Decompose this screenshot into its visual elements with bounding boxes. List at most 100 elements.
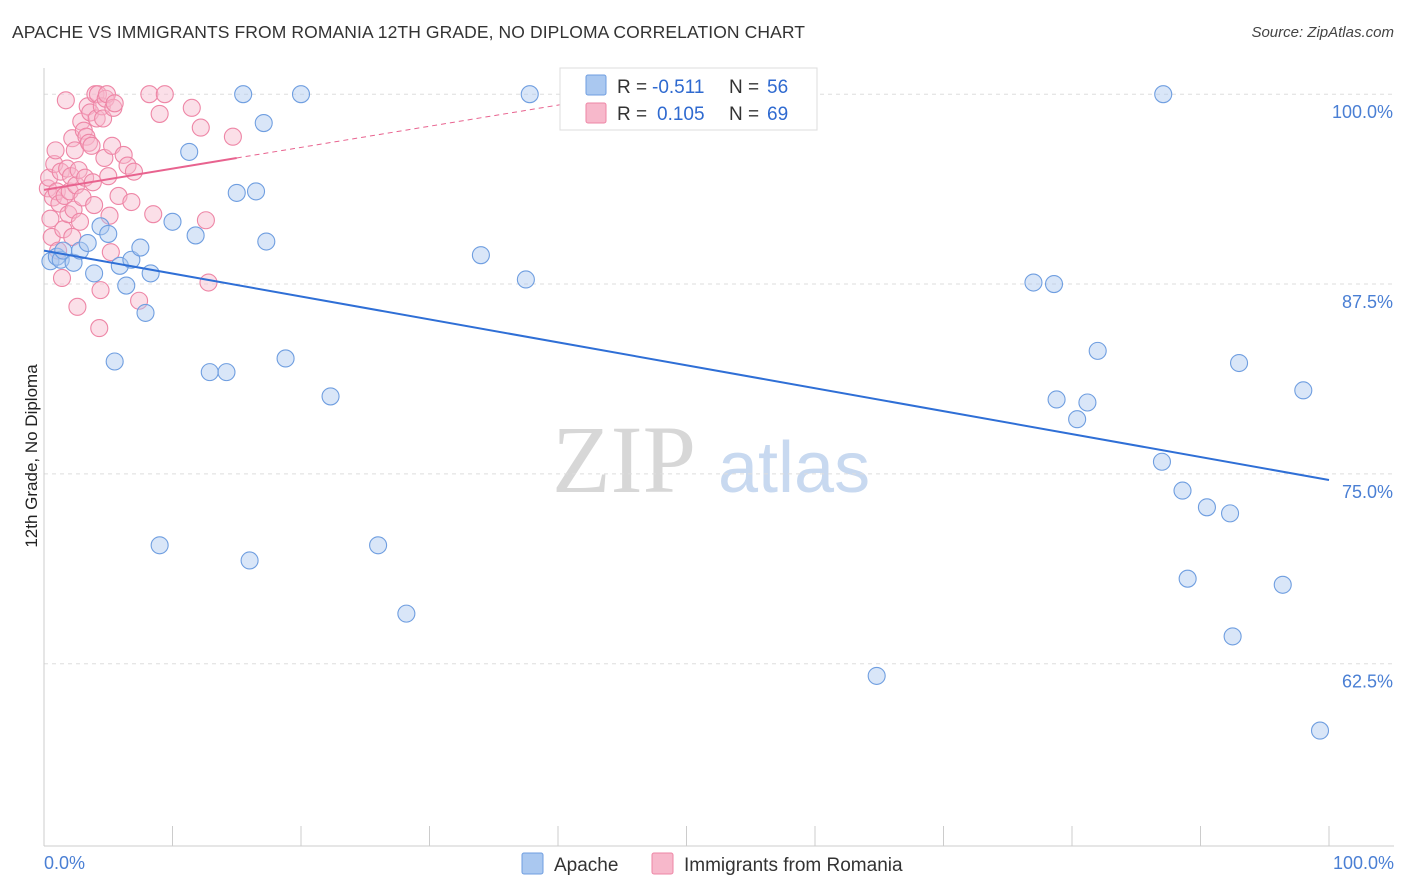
legend-box: R = -0.511 N = 56 R = 0.105 N = 69 <box>559 67 818 131</box>
y-tick-label-2: 87.5% <box>1342 292 1393 312</box>
apache-point-21 <box>200 363 219 382</box>
romania-point-24 <box>68 297 87 316</box>
legend-romania-r-label: R = <box>617 104 647 125</box>
bottom-legend-apache-label: Apache <box>554 855 618 876</box>
romania-point-22 <box>65 141 84 160</box>
apache-point-33 <box>397 604 416 623</box>
apache-point-26 <box>246 182 266 201</box>
romania-point-63 <box>155 85 174 104</box>
apache-point-30 <box>291 85 311 104</box>
romania-point-50 <box>101 243 120 262</box>
romania-trend-line <box>43 156 237 191</box>
apache-point-49 <box>1197 498 1216 517</box>
watermark-zip: ZIP <box>552 406 696 513</box>
legend-apache-n-value: 56 <box>767 77 788 98</box>
romania-point-55 <box>114 145 133 164</box>
apache-point-17 <box>150 536 169 555</box>
apache-point-54 <box>1294 381 1313 400</box>
apache-point-10 <box>105 352 124 371</box>
apache-point-44 <box>1088 341 1107 360</box>
apache-point-19 <box>180 142 199 161</box>
trend-lines <box>43 98 1330 481</box>
apache-point-40 <box>1044 274 1064 294</box>
romania-point-14 <box>56 91 75 110</box>
romania-point-62 <box>150 104 169 123</box>
romania-point-53 <box>105 94 124 113</box>
bottom-legend-romania-label: Immigrants from Romania <box>684 855 903 876</box>
legend-apache-n-label: N = <box>729 77 759 98</box>
apache-point-23 <box>227 183 246 202</box>
watermark-atlas: atlas <box>718 428 870 508</box>
apache-point-22 <box>217 363 236 382</box>
romania-point-65 <box>191 118 210 137</box>
romania-point-37 <box>85 196 104 215</box>
apache-point-39 <box>1024 273 1043 292</box>
bottom-legend-apache-swatch <box>521 852 544 875</box>
romania-point-39 <box>87 109 106 128</box>
romania-point-2 <box>41 209 60 228</box>
romania-point-58 <box>124 162 143 181</box>
romania-trend-extension <box>236 98 597 159</box>
romania-point-1 <box>40 168 59 187</box>
apache-point-41 <box>1047 390 1066 409</box>
romania-point-41 <box>90 319 109 338</box>
apache-point-6 <box>78 233 97 253</box>
apache-point-45 <box>1154 85 1173 104</box>
apache-point-7 <box>85 264 104 283</box>
apache-point-38 <box>867 666 886 685</box>
apache-point-46 <box>1152 452 1171 471</box>
apache-point-8 <box>91 217 110 236</box>
apache-point-55 <box>1310 721 1330 740</box>
y-tick-label-1: 75.0% <box>1342 482 1393 502</box>
legend-apache-r-value: -0.511 <box>652 77 704 98</box>
romania-point-49 <box>100 206 119 225</box>
legend-romania-r-value: 0.105 <box>657 104 705 125</box>
romania-point-66 <box>196 211 215 230</box>
apache-point-51 <box>1223 627 1242 646</box>
romania-point-25 <box>69 161 88 180</box>
romania-point-64 <box>182 98 201 117</box>
romania-point-35 <box>82 136 101 155</box>
romania-point-19 <box>63 227 82 247</box>
apache-point-9 <box>99 224 118 243</box>
y-axis-label: 12th Grade, No Diploma <box>22 364 41 548</box>
x-tick-label-0: 0.0% <box>44 853 85 873</box>
romania-point-48 <box>99 167 118 186</box>
apache-point-25 <box>240 551 259 570</box>
apache-point-14 <box>131 238 150 257</box>
y-tick-labels: 62.5% 75.0% 87.5% 100.0% <box>1332 102 1393 692</box>
legend-apache-swatch <box>585 74 607 96</box>
apache-point-42 <box>1068 410 1087 429</box>
source-credit: Source: ZipAtlas.com <box>1251 24 1394 41</box>
apache-point-20 <box>186 226 205 245</box>
romania-point-67 <box>199 273 218 292</box>
apache-points <box>41 85 1330 740</box>
apache-point-52 <box>1230 353 1249 373</box>
x-tick-label-100: 100.0% <box>1333 853 1394 873</box>
romania-point-6 <box>46 141 65 160</box>
romania-point-68 <box>223 127 242 146</box>
legend-apache-r-label: R = <box>617 77 647 98</box>
apache-point-31 <box>321 387 340 406</box>
bottom-legend: Apache Immigrants from Romania <box>521 852 903 876</box>
romania-point-60 <box>140 85 159 104</box>
romania-points <box>38 85 242 338</box>
romania-point-26 <box>70 212 90 231</box>
romania-point-57 <box>122 192 141 212</box>
apache-point-34 <box>471 246 490 265</box>
apache-point-36 <box>520 85 539 104</box>
apache-point-24 <box>234 85 253 104</box>
chart-title: APACHE VS IMMIGRANTS FROM ROMANIA 12TH G… <box>12 22 806 42</box>
romania-point-11 <box>52 268 72 288</box>
apache-point-12 <box>117 276 136 295</box>
y-tick-label-3: 100.0% <box>1332 102 1393 122</box>
apache-trend-line <box>43 249 1330 481</box>
apache-point-50 <box>1221 504 1240 523</box>
y-tick-label-0: 62.5% <box>1342 672 1393 692</box>
apache-point-53 <box>1273 575 1292 594</box>
apache-point-35 <box>516 270 535 289</box>
apache-point-48 <box>1178 569 1197 588</box>
bottom-legend-romania-swatch <box>651 852 674 875</box>
legend-romania-n-value: 69 <box>767 104 788 125</box>
